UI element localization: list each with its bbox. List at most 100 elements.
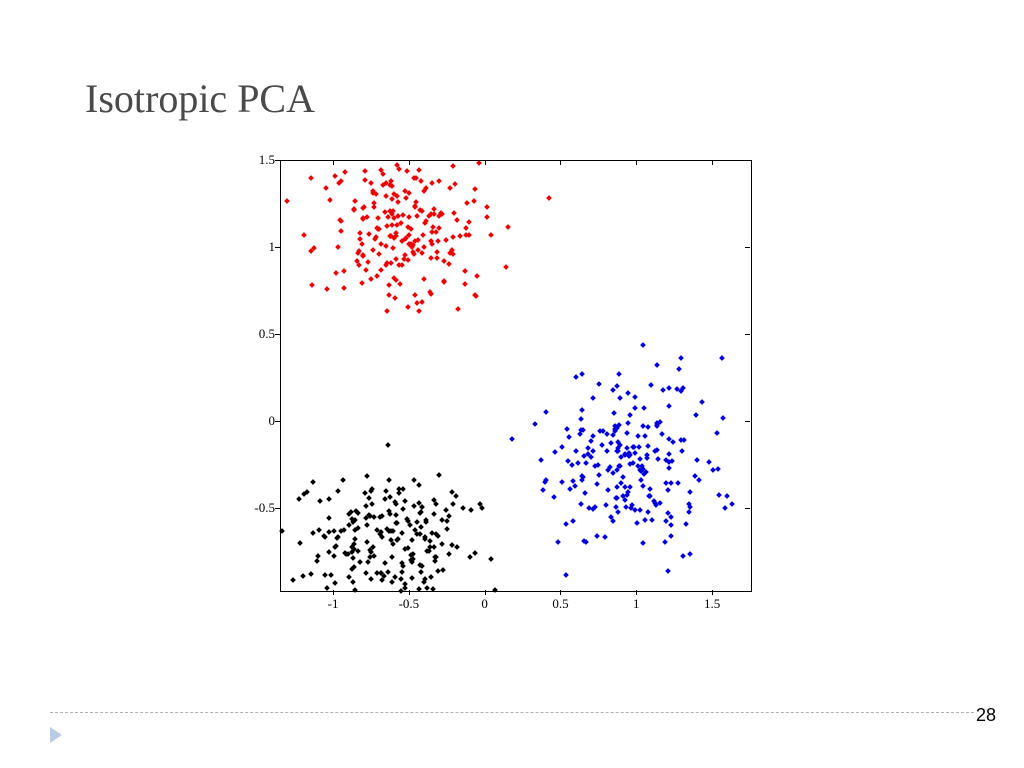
scatter-point	[411, 477, 417, 483]
scatter-point	[457, 234, 463, 240]
scatter-point	[390, 528, 396, 534]
scatter-point	[492, 587, 498, 593]
scatter-point	[296, 496, 302, 502]
scatter-point	[369, 180, 375, 186]
scatter-point	[357, 230, 363, 236]
scatter-point	[417, 510, 423, 516]
scatter-point	[454, 217, 460, 223]
scatter-point	[300, 573, 306, 579]
scatter-point	[452, 181, 458, 187]
scatter-point	[649, 517, 655, 523]
scatter-point	[632, 406, 638, 412]
scatter-point	[431, 512, 437, 518]
scatter-point	[418, 569, 424, 575]
scatter-point	[430, 586, 436, 592]
scatter-point	[412, 292, 418, 298]
scatter-point	[687, 490, 693, 496]
scatter-point	[687, 551, 693, 557]
scatter-point	[573, 449, 579, 455]
scatter-point	[400, 486, 406, 492]
scatter-point	[722, 505, 728, 511]
scatter-point	[359, 280, 365, 286]
scatter-point	[368, 276, 374, 282]
scatter-point	[440, 541, 446, 547]
scatter-point	[362, 178, 368, 184]
scatter-point	[393, 501, 399, 507]
scatter-point	[375, 215, 381, 221]
scatter-point	[567, 486, 573, 492]
scatter-point	[389, 260, 395, 266]
scatter-point	[378, 267, 384, 273]
scatter-point	[335, 244, 341, 250]
scatter-point	[627, 412, 633, 418]
scatter-chart: -0.500.511.5-1-0.500.511.5	[240, 150, 760, 620]
scatter-point	[405, 168, 411, 174]
scatter-point	[373, 191, 379, 197]
scatter-point	[693, 413, 699, 419]
scatter-point	[410, 575, 416, 581]
scatter-point	[720, 415, 726, 421]
scatter-point	[679, 449, 685, 455]
scatter-point	[473, 186, 479, 192]
scatter-point	[594, 482, 600, 488]
scatter-point	[588, 454, 594, 460]
scatter-point	[610, 519, 616, 525]
scatter-point	[578, 502, 584, 508]
scatter-point	[301, 491, 307, 497]
scatter-point	[729, 501, 735, 507]
scatter-point	[357, 560, 363, 566]
scatter-point	[695, 458, 701, 464]
scatter-point	[315, 553, 321, 559]
scatter-point	[401, 213, 407, 219]
scatter-point	[360, 206, 366, 212]
scatter-point	[326, 515, 332, 521]
scatter-point	[399, 569, 405, 575]
scatter-point	[538, 457, 544, 463]
scatter-point	[696, 477, 702, 483]
scatter-point	[484, 214, 490, 220]
scatter-point	[637, 456, 643, 462]
scatter-point	[432, 558, 438, 564]
scatter-point	[642, 517, 648, 523]
scatter-point	[604, 431, 610, 437]
scatter-point	[368, 576, 374, 582]
scatter-point	[369, 501, 375, 507]
scatter-point	[363, 503, 369, 509]
scatter-point	[340, 477, 346, 483]
scatter-point	[641, 405, 647, 411]
scatter-point	[632, 394, 638, 400]
scatter-point	[386, 282, 392, 288]
scatter-point	[468, 507, 474, 513]
scatter-point	[429, 241, 435, 247]
scatter-point	[370, 248, 376, 254]
scatter-point	[465, 201, 471, 207]
scatter-point	[316, 527, 322, 533]
scatter-point	[463, 281, 469, 287]
scatter-point	[617, 395, 623, 401]
scatter-point	[365, 259, 371, 265]
scatter-point	[291, 577, 297, 583]
scatter-point	[640, 483, 646, 489]
scatter-point	[338, 218, 344, 224]
scatter-point	[572, 483, 578, 489]
plot-area	[280, 160, 752, 592]
scatter-point	[399, 530, 405, 536]
scatter-point	[608, 440, 614, 446]
scatter-point	[668, 533, 674, 539]
scatter-point	[451, 210, 457, 216]
scatter-point	[476, 161, 482, 167]
scatter-point	[297, 540, 303, 546]
scatter-point	[670, 439, 676, 445]
bullet-arrow-icon	[50, 727, 62, 743]
scatter-point	[599, 442, 605, 448]
scatter-point	[533, 421, 539, 427]
scatter-point	[667, 386, 673, 392]
scatter-point	[449, 543, 455, 549]
scatter-point	[383, 243, 389, 249]
scatter-point	[472, 550, 478, 556]
scatter-point	[625, 390, 631, 396]
scatter-point	[668, 522, 674, 528]
scatter-point	[327, 496, 333, 502]
scatter-point	[324, 585, 330, 591]
scatter-point	[343, 169, 349, 175]
